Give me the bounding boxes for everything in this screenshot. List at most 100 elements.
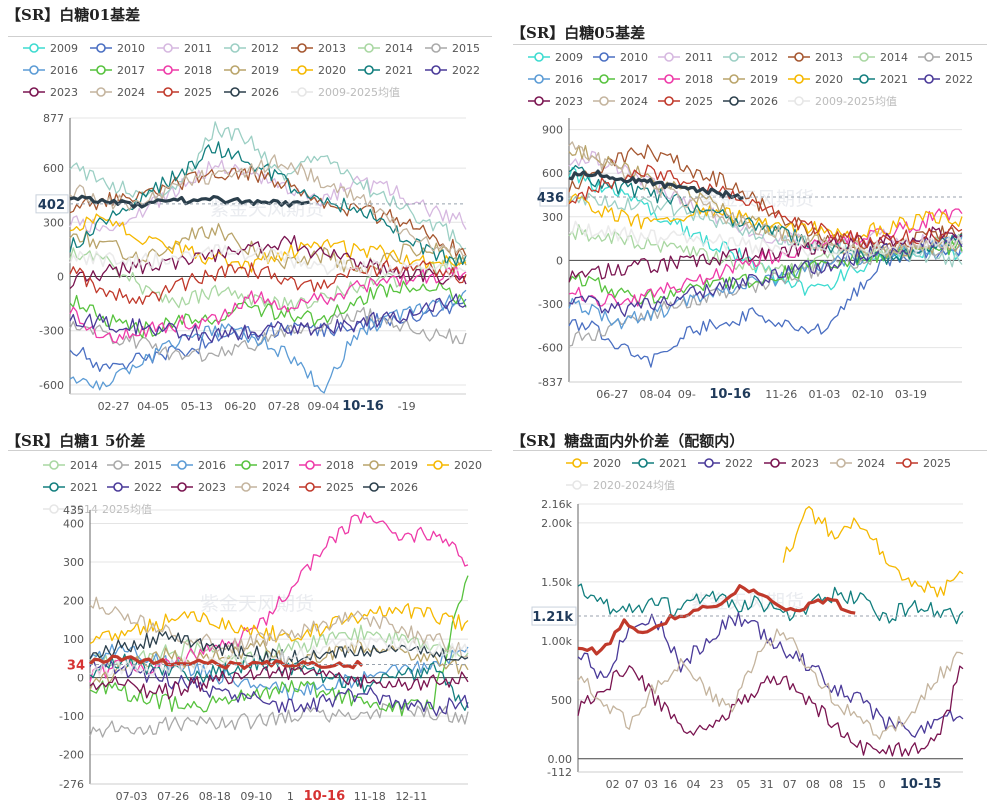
legend-label: 2022: [725, 456, 753, 470]
legend-item-2024[interactable]: 2024: [829, 453, 895, 473]
legend-label: 2021: [385, 63, 413, 77]
y-tick-label: 100: [63, 633, 84, 646]
legend-item-2019[interactable]: 2019: [362, 455, 426, 475]
legend-item-2024[interactable]: 2024: [592, 91, 657, 111]
legend-label: 2025: [326, 480, 354, 494]
legend-item-2018[interactable]: 2018: [156, 60, 223, 80]
x-tick-label: 08-18: [199, 790, 231, 803]
series-line-2020: [782, 505, 964, 598]
legend-label: 2024: [857, 456, 885, 470]
legend-item-2015[interactable]: 2015: [106, 455, 170, 475]
legend-label: 2025: [923, 456, 951, 470]
legend-item-2012[interactable]: 2012: [223, 38, 290, 58]
legend-item-2020-2024均值[interactable]: 2020-2024均值: [565, 475, 675, 495]
legend-label: 2020-2024均值: [593, 479, 675, 492]
legend-item-2016[interactable]: 2016: [22, 60, 89, 80]
legend-item-2019[interactable]: 2019: [223, 60, 290, 80]
legend-item-2020[interactable]: 2020: [787, 69, 852, 89]
legend-item-2015[interactable]: 2015: [424, 38, 491, 58]
legend-item-2009-2025均值[interactable]: 2009-2025均值: [290, 82, 400, 102]
chart-title: 【SR】白糖01基差: [6, 6, 141, 24]
legend-item-2016[interactable]: 2016: [527, 69, 592, 89]
legend-marker-icon: [918, 74, 940, 84]
series-line-2019: [89, 639, 469, 691]
legend-item-2026[interactable]: 2026: [722, 91, 787, 111]
legend-item-2014[interactable]: 2014: [852, 47, 917, 67]
legend-label: 2023: [791, 456, 819, 470]
legend-marker-icon: [723, 96, 745, 106]
legend-item-2010[interactable]: 2010: [592, 47, 657, 67]
legend-item-2020[interactable]: 2020: [290, 60, 357, 80]
legend-item-2026[interactable]: 2026: [362, 477, 426, 497]
legend-item-2022[interactable]: 2022: [424, 60, 491, 80]
legend-item-2012[interactable]: 2012: [722, 47, 787, 67]
series-line-2012: [69, 121, 467, 250]
legend-marker-icon: [918, 52, 940, 62]
legend-label: 2009-2025均值: [815, 95, 897, 108]
legend-item-2017[interactable]: 2017: [234, 455, 298, 475]
y-tick-label: -112: [547, 766, 572, 779]
legend-marker-icon: [23, 87, 45, 97]
current-value-box: [531, 606, 577, 626]
y-tick-label: -100: [59, 710, 84, 723]
legend-marker-icon: [425, 43, 447, 53]
legend-marker-icon: [566, 458, 588, 468]
legend-marker-icon: [528, 74, 550, 84]
legend-marker-icon: [171, 482, 193, 492]
legend-item-2011[interactable]: 2011: [657, 47, 722, 67]
legend-item-2011[interactable]: 2011: [156, 38, 223, 58]
legend-item-2021[interactable]: 2021: [357, 60, 424, 80]
legend-item-2015[interactable]: 2015: [917, 47, 982, 67]
legend-item-2020[interactable]: 2020: [565, 453, 631, 473]
legend-label: 2022: [452, 63, 480, 77]
legend-item-2017[interactable]: 2017: [89, 60, 156, 80]
legend-item-2017[interactable]: 2017: [592, 69, 657, 89]
legend-item-2025[interactable]: 2025: [156, 82, 223, 102]
legend-item-2013[interactable]: 2013: [290, 38, 357, 58]
legend-item-2009-2025均值[interactable]: 2009-2025均值: [787, 91, 897, 111]
legend-item-2010[interactable]: 2010: [89, 38, 156, 58]
legend-marker-icon: [299, 460, 321, 470]
legend-item-2024[interactable]: 2024: [89, 82, 156, 102]
legend-item-2025[interactable]: 2025: [298, 477, 362, 497]
series-line-2024: [577, 628, 964, 740]
legend-item-2009[interactable]: 2009: [527, 47, 592, 67]
legend-item-2021[interactable]: 2021: [631, 453, 697, 473]
legend-item-2023[interactable]: 2023: [763, 453, 829, 473]
legend-marker-icon: [358, 43, 380, 53]
legend-item-2022[interactable]: 2022: [917, 69, 982, 89]
legend-item-2018[interactable]: 2018: [657, 69, 722, 89]
legend-item-2014[interactable]: 2014: [42, 455, 106, 475]
legend-item-2025[interactable]: 2025: [895, 453, 961, 473]
x-tick-label: 07-28: [268, 400, 300, 412]
legend-item-2021[interactable]: 2021: [42, 477, 106, 497]
x-tick-label: 03: [644, 778, 658, 791]
legend-label: 2014: [70, 458, 98, 472]
legend-item-2024[interactable]: 2024: [234, 477, 298, 497]
series-line-2026: [568, 169, 744, 201]
legend-item-2023[interactable]: 2023: [22, 82, 89, 102]
legend-item-2022[interactable]: 2022: [697, 453, 763, 473]
legend-item-2014[interactable]: 2014: [357, 38, 424, 58]
legend-item-2022[interactable]: 2022: [106, 477, 170, 497]
legend-item-2016[interactable]: 2016: [170, 455, 234, 475]
legend-item-2009[interactable]: 2009: [22, 38, 89, 58]
series-line-2022: [568, 234, 963, 318]
legend-marker-icon: [291, 65, 313, 75]
x-tick-label: 11-18: [354, 790, 386, 803]
chart-title: 【SR】白糖1 5价差: [6, 432, 146, 450]
legend-label: 2016: [198, 458, 226, 472]
legend-item-2021[interactable]: 2021: [852, 69, 917, 89]
legend-item-2025[interactable]: 2025: [657, 91, 722, 111]
legend-item-2023[interactable]: 2023: [170, 477, 234, 497]
legend-item-2018[interactable]: 2018: [298, 455, 362, 475]
series-line-2018: [568, 208, 963, 307]
chart-panel-sr15: 【SR】白糖1 5价差 2014 2015 2016 2017 2018 2019 2020…: [0, 426, 500, 808]
legend-item-2019[interactable]: 2019: [722, 69, 787, 89]
legend-item-2020[interactable]: 2020: [426, 455, 490, 475]
legend-label: 2018: [326, 458, 354, 472]
legend-item-2023[interactable]: 2023: [527, 91, 592, 111]
legend-item-2013[interactable]: 2013: [787, 47, 852, 67]
legend-item-2026[interactable]: 2026: [223, 82, 290, 102]
legend-label: 2024: [262, 480, 290, 494]
